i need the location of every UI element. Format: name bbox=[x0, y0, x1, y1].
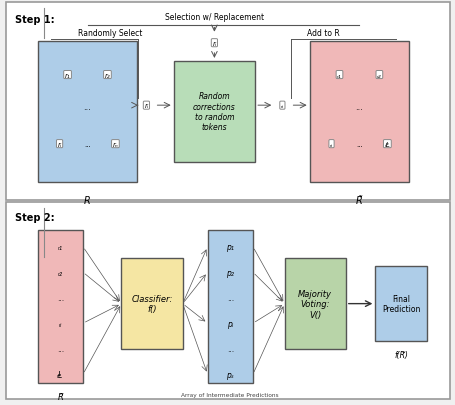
FancyBboxPatch shape bbox=[284, 259, 345, 349]
FancyBboxPatch shape bbox=[38, 42, 137, 182]
FancyBboxPatch shape bbox=[6, 3, 449, 200]
Text: p₁: p₁ bbox=[226, 243, 234, 252]
Text: f(R̃): f(R̃) bbox=[394, 350, 407, 359]
Text: Array of Intermediate Predictions: Array of Intermediate Predictions bbox=[181, 392, 278, 397]
Text: R̃: R̃ bbox=[57, 392, 63, 401]
FancyBboxPatch shape bbox=[309, 42, 409, 182]
Text: pₛ: pₛ bbox=[226, 370, 233, 379]
Text: Majority
Voting:
V(): Majority Voting: V() bbox=[298, 289, 332, 319]
Text: ᵣᵢ: ᵣᵢ bbox=[59, 319, 62, 328]
Text: Selection w/ Replacement: Selection w/ Replacement bbox=[164, 13, 263, 22]
Text: rᵢ: rᵢ bbox=[212, 40, 216, 47]
Text: ᵣᵢ: ᵣᵢ bbox=[329, 141, 332, 147]
Text: Random
corrections
to random
tokens: Random corrections to random tokens bbox=[192, 92, 235, 132]
Text: ...: ... bbox=[226, 294, 233, 303]
Text: Step 2:: Step 2: bbox=[15, 213, 55, 222]
FancyBboxPatch shape bbox=[374, 267, 426, 341]
Text: pᵢ: pᵢ bbox=[227, 319, 233, 328]
Text: rᵢ: rᵢ bbox=[57, 141, 61, 147]
Text: R: R bbox=[84, 196, 91, 205]
Text: ᵣ₂: ᵣ₂ bbox=[58, 268, 63, 277]
Text: ᵣ₂: ᵣ₂ bbox=[376, 72, 381, 78]
Text: Add to R: Add to R bbox=[306, 29, 339, 38]
Text: ...: ... bbox=[56, 294, 64, 303]
FancyBboxPatch shape bbox=[173, 62, 255, 162]
FancyBboxPatch shape bbox=[121, 259, 182, 349]
Text: rₙ: rₙ bbox=[112, 141, 118, 147]
Text: ...: ... bbox=[355, 103, 363, 112]
Text: p₂: p₂ bbox=[226, 268, 234, 277]
Text: r₂: r₂ bbox=[104, 72, 110, 78]
Text: ᵣ₁: ᵣ₁ bbox=[58, 243, 63, 252]
FancyBboxPatch shape bbox=[6, 202, 449, 399]
Text: ᵣ₁: ᵣ₁ bbox=[336, 72, 341, 78]
Text: Randomly Select: Randomly Select bbox=[78, 29, 142, 38]
Text: ...: ... bbox=[84, 141, 91, 147]
Text: Classifier:
f(): Classifier: f() bbox=[131, 294, 172, 313]
Text: Step 1:: Step 1: bbox=[15, 15, 55, 26]
Text: ᵣⱠ: ᵣⱠ bbox=[57, 370, 63, 379]
Text: ᵣᵢ: ᵣᵢ bbox=[280, 103, 283, 109]
Text: ...: ... bbox=[226, 344, 233, 354]
Text: Final
Prediction: Final Prediction bbox=[381, 294, 420, 313]
FancyBboxPatch shape bbox=[207, 230, 253, 383]
Text: ...: ... bbox=[56, 344, 64, 354]
FancyBboxPatch shape bbox=[38, 230, 83, 383]
Text: ᵣⱠ: ᵣⱠ bbox=[384, 141, 389, 147]
Text: rᵢ: rᵢ bbox=[144, 103, 148, 109]
Text: r₁: r₁ bbox=[65, 72, 70, 78]
Text: ...: ... bbox=[83, 103, 91, 112]
Text: ...: ... bbox=[355, 141, 362, 147]
Text: R̃: R̃ bbox=[355, 196, 362, 205]
